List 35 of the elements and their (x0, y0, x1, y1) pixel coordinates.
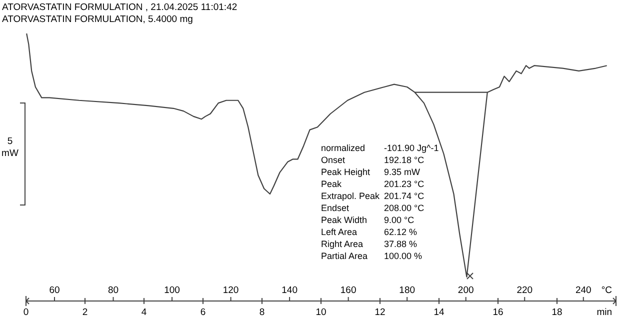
x-tick-label: 16 (492, 307, 504, 318)
x2-tick-label: 140 (282, 285, 298, 296)
text: Peak Height 9.35 mW (321, 167, 420, 177)
text: Partial Area 100.00 % (321, 251, 422, 261)
text: Endset 208.00 °C (321, 203, 424, 213)
x2-axis-title: °C (601, 285, 612, 296)
x2-tick-label: 100 (164, 285, 180, 296)
x2-tick-label: 80 (108, 285, 119, 296)
text: Peak 201.23 °C (321, 179, 424, 189)
x2-tick-label: 180 (399, 285, 416, 296)
x-tick-label: 0 (23, 307, 29, 318)
x-tick-label: 18 (552, 307, 562, 318)
x2-tick-label: 60 (49, 285, 60, 296)
x-tick-label: 8 (259, 307, 265, 318)
text: normalized -101.90 Jg^-1 (321, 143, 439, 153)
annotation: Extrapol. Peak 201.74 °C (321, 191, 425, 201)
x-tick-label: 10 (316, 307, 326, 318)
x-tick-label: 12 (374, 307, 386, 318)
x-tick-label: 14 (434, 307, 444, 318)
x-axis-title: min (596, 307, 612, 318)
x-tick-label: 4 (141, 307, 147, 318)
x-tick-label: 2 (82, 307, 88, 318)
x2-tick-label: 240 (575, 285, 592, 296)
x-tick-label: 6 (200, 307, 206, 318)
text: Right Area 37.88 % (321, 239, 418, 249)
text: Left Area 62.12 % (321, 227, 418, 237)
y-axis-title: 5 mW (2, 136, 18, 159)
chart-subtitle: ATORVASTATIN FORMULATION, 5.4000 mg (2, 14, 193, 25)
x2-tick-label: 160 (340, 285, 356, 296)
x2-tick-label: 120 (222, 285, 239, 296)
x2-tick-label: 200 (458, 285, 474, 296)
chart-title: ATORVASTATIN FORMULATION , 21.04.2025 11:01:42 (2, 2, 238, 13)
x2-tick-label: 220 (516, 285, 533, 296)
text: Onset 192.18 °C (321, 155, 424, 165)
text: Peak Width 9.00 °C (321, 215, 414, 225)
